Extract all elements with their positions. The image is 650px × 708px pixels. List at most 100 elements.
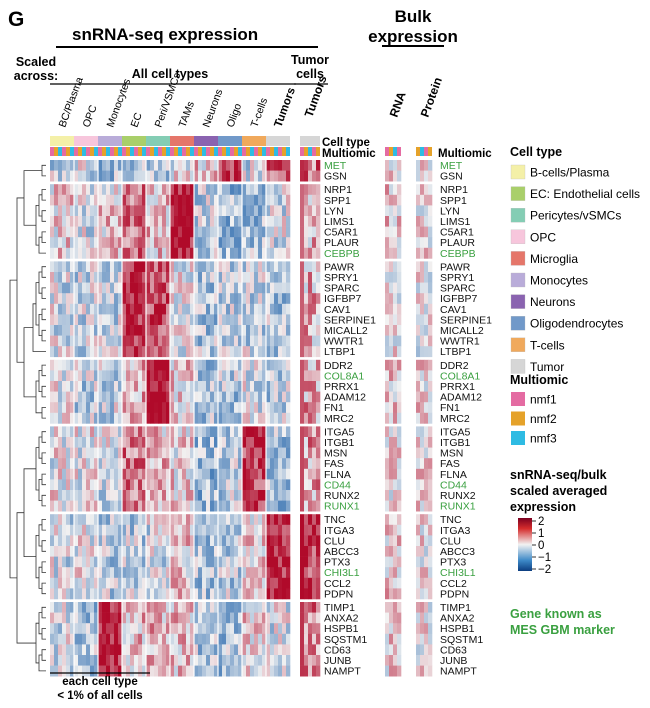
heatmap-cell: [62, 567, 67, 579]
heatmap-cell-protein: [424, 447, 429, 459]
heatmap-cell: [262, 293, 267, 305]
heatmap-cell: [186, 205, 191, 217]
heatmap-cell-tumor: [316, 535, 321, 547]
gene-label-prrx1: PRRX1: [324, 381, 359, 393]
heatmap-cell: [186, 500, 191, 512]
heatmap-cell: [246, 303, 251, 315]
heatmap-cell: [238, 194, 243, 206]
heatmap-cell: [190, 500, 195, 512]
heatmap-cell: [150, 314, 155, 326]
multiomic-strip-cell: [300, 147, 304, 156]
heatmap-cell: [130, 314, 135, 326]
heatmap-cell-tumor: [316, 216, 321, 227]
legend-swatch-nmf2: [511, 411, 525, 426]
heatmap-cell: [250, 535, 255, 547]
heatmap-cell: [238, 359, 243, 371]
heatmap-cell: [114, 184, 119, 196]
heatmap-cell: [198, 346, 203, 358]
heatmap-cell-rna: [397, 426, 402, 438]
heatmap-cell: [246, 314, 251, 326]
heatmap-cell: [178, 381, 183, 392]
heatmap-cell-protein: [420, 447, 425, 459]
heatmap-cell: [66, 490, 71, 501]
heatmap-cell: [270, 237, 275, 249]
heatmap-cell-tumor: [304, 303, 309, 315]
heatmap-cell-tumor: [312, 437, 317, 448]
heatmap-cell-rna: [397, 282, 402, 294]
heatmap-cell: [62, 391, 67, 403]
heatmap-cell: [206, 546, 211, 557]
heatmap-cell: [54, 272, 59, 283]
heatmap-cell: [86, 633, 91, 645]
heatmap-cell: [58, 216, 63, 227]
heatmap-cell: [286, 602, 291, 613]
heatmap-cell: [242, 272, 247, 283]
heatmap-cell: [218, 655, 223, 666]
heatmap-cell: [214, 612, 219, 624]
heatmap-cell: [214, 490, 219, 501]
heatmap-cell: [50, 500, 55, 512]
heatmap-cell: [86, 567, 91, 579]
heatmap-cell: [82, 577, 87, 589]
heatmap-cell: [206, 524, 211, 536]
heatmap-cell: [202, 655, 207, 666]
heatmap-cell: [254, 359, 259, 371]
heatmap-cell: [210, 468, 215, 480]
heatmap-cell: [122, 426, 127, 438]
heatmap-cell: [114, 447, 119, 459]
heatmap-cell-tumor: [316, 170, 321, 182]
heatmap-cell: [234, 633, 239, 645]
heatmap-cell: [254, 437, 259, 448]
heatmap-cell: [162, 665, 167, 677]
heatmap-cell-tumor: [316, 247, 321, 259]
heatmap-cell: [50, 479, 55, 491]
heatmap-cell: [210, 588, 215, 600]
heatmap-cell: [138, 500, 143, 512]
heatmap-cell: [114, 412, 119, 424]
heatmap-cell: [258, 391, 263, 403]
heatmap-cell: [122, 335, 127, 347]
heatmap-cell: [138, 524, 143, 536]
heatmap-cell: [94, 381, 99, 392]
heatmap-cell: [82, 655, 87, 666]
heatmap-cell: [170, 479, 175, 491]
heatmap-cell: [122, 247, 127, 259]
heatmap-cell: [238, 500, 243, 512]
dendrogram-branch: [41, 473, 46, 486]
heatmap-cell-rna: [389, 370, 394, 382]
heatmap-cell: [82, 335, 87, 347]
heatmap-cell: [126, 514, 131, 526]
heatmap-cell: [170, 500, 175, 512]
row-dendrogram: [9, 164, 46, 672]
heatmap-cell: [154, 205, 159, 217]
heatmap-cell: [110, 524, 115, 536]
heatmap-cell: [234, 325, 239, 336]
heatmap-cell-rna: [385, 567, 390, 579]
heatmap-cell: [170, 237, 175, 249]
dendrogram-branch: [35, 447, 39, 491]
heatmap-cell: [118, 468, 123, 480]
heatmap-cell: [58, 237, 63, 249]
heatmap-cell: [58, 458, 63, 470]
heatmap-cell: [198, 370, 203, 382]
heatmap-cell: [230, 402, 235, 414]
heatmap-cell: [214, 194, 219, 206]
heatmap-cell: [238, 402, 243, 414]
heatmap-cell: [198, 602, 203, 613]
heatmap-cell: [70, 381, 75, 392]
heatmap-cell: [106, 437, 111, 448]
heatmap-cell: [238, 479, 243, 491]
heatmap-cell-tumor: [312, 237, 317, 249]
heatmap-cell: [166, 602, 171, 613]
heatmap-cell: [82, 623, 87, 635]
heatmap-cell: [90, 514, 95, 526]
heatmap-cell-tumor: [312, 567, 317, 579]
heatmap-cell: [210, 556, 215, 568]
heatmap-cell: [194, 665, 199, 677]
heatmap-cell: [98, 335, 103, 347]
heatmap-cell: [102, 370, 107, 382]
heatmap-cell: [70, 588, 75, 600]
heatmap-cell: [134, 612, 139, 624]
heatmap-cell: [86, 458, 91, 470]
heatmap-cell: [226, 272, 231, 283]
